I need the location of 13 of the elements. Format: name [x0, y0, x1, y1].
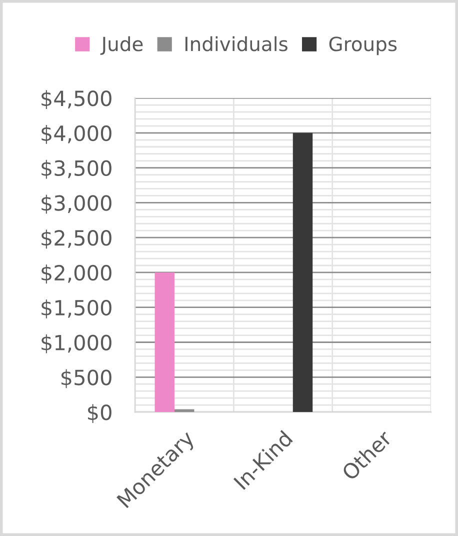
y-tick-label: $4,500 — [42, 90, 112, 110]
legend-label: Jude — [100, 36, 143, 55]
y-tick-label: $500 — [62, 369, 112, 388]
y-tick-label: $1,500 — [42, 299, 112, 318]
y-tick-label: $4,000 — [42, 125, 112, 144]
y-tick-label: $2,000 — [42, 264, 112, 284]
y-tick-label: $0 — [88, 404, 112, 423]
legend-label: Groups — [329, 36, 397, 56]
y-tick-label: $2,500 — [42, 230, 112, 249]
y-tick-label: $3,500 — [42, 160, 112, 179]
legend-label: Individuals — [185, 36, 288, 52]
y-tick-label: $3,000 — [42, 194, 112, 214]
y-tick-label: $1,000 — [42, 334, 112, 354]
